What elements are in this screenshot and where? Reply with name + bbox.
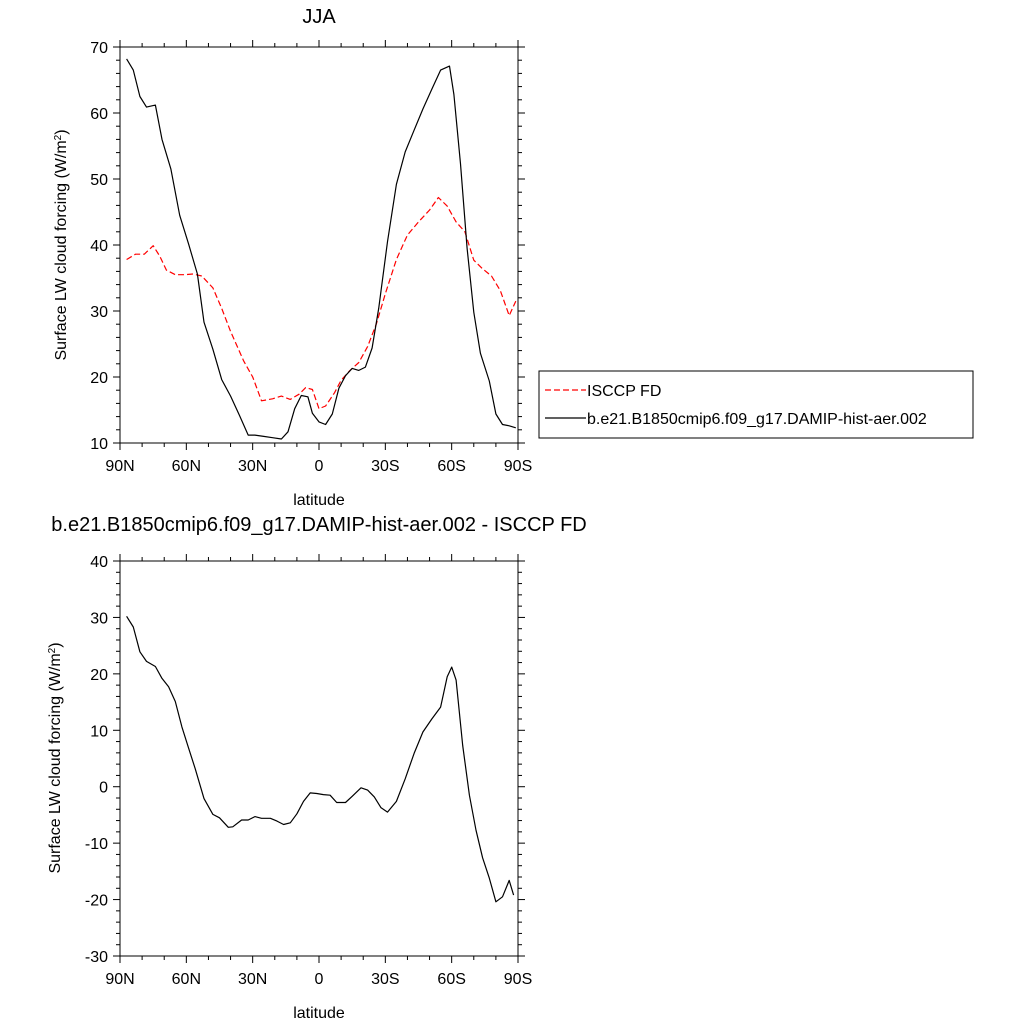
legend-label-model: b.e21.B1850cmip6.f09_g17.DAMIP-hist-aer.…	[587, 411, 927, 428]
bottom-x-tick-label: 60N	[172, 971, 201, 988]
top-y-tick-label: 60	[90, 106, 108, 123]
top-chart-title: JJA	[302, 6, 336, 28]
bottom-y-tick-label: 40	[90, 554, 108, 571]
legend: ISCCP FD b.e21.B1850cmip6.f09_g17.DAMIP-…	[538, 370, 974, 439]
top-x-tick-label: 30S	[371, 458, 399, 475]
bottom-tick-labels: -30 -20 -10 0 10 20 30 40 90N 60N 30N 0 30S 60S 90S	[85, 554, 532, 988]
bottom-x-tick-label: 90S	[504, 971, 532, 988]
bottom-x-tick-label: 30S	[371, 971, 399, 988]
top-x-tick-label: 60N	[172, 458, 201, 475]
top-y-tick-label: 50	[90, 172, 108, 189]
top-x-tick-label: 0	[315, 458, 324, 475]
top-y-tick-label: 30	[90, 304, 108, 321]
bottom-y-tick-label: -10	[85, 836, 108, 853]
top-x-tick-label: 90N	[105, 458, 134, 475]
top-y-tick-label: 10	[90, 436, 108, 453]
bottom-y-tick-label: 10	[90, 723, 108, 740]
bottom-panel: b.e21.B1850cmip6.f09_g17.DAMIP-hist-aer.…	[47, 514, 587, 1022]
bottom-y-axis-label: Surface LW cloud forcing (W/m2)	[47, 642, 65, 873]
bottom-x-tick-label: 0	[315, 971, 324, 988]
top-series-line-model	[126, 58, 516, 440]
legend-label-isccp: ISCCP FD	[587, 383, 661, 400]
bottom-y-axis-label-main: Surface LW cloud forcing (W/m	[47, 653, 64, 873]
bottom-y-tick-label: -30	[85, 949, 108, 966]
top-series-layer	[126, 58, 517, 440]
bottom-y-tick-label: 20	[90, 667, 108, 684]
bottom-y-tick-label: -20	[85, 893, 108, 910]
top-y-axis-label: Surface LW cloud forcing (W/m2)	[53, 129, 71, 360]
top-x-tick-label: 30N	[238, 458, 267, 475]
bottom-y-axis-label-tail: )	[47, 642, 64, 647]
bottom-x-tick-label: 60S	[437, 971, 465, 988]
bottom-x-tick-label: 30N	[238, 971, 267, 988]
top-x-tick-label: 60S	[437, 458, 465, 475]
top-tick-labels: 10 20 30 40 50 60 70 90N 60N 30N 0 30S 60S 90S	[90, 40, 532, 475]
bottom-chart-title: b.e21.B1850cmip6.f09_g17.DAMIP-hist-aer.…	[51, 514, 586, 536]
bottom-plot-frame	[119, 560, 519, 957]
bottom-x-tick-label: 90N	[105, 971, 134, 988]
top-plot-frame	[119, 46, 519, 444]
bottom-axis-ticks	[113, 554, 525, 963]
bottom-y-tick-label: 30	[90, 610, 108, 627]
top-y-axis-label-sup: 2	[53, 134, 64, 140]
top-x-tick-label: 90S	[504, 458, 532, 475]
top-axis-ticks	[113, 40, 525, 450]
top-series-line-isccp	[126, 196, 517, 410]
top-y-tick-label: 20	[90, 370, 108, 387]
top-y-axis-label-tail: )	[53, 129, 70, 134]
top-x-axis-label: latitude	[293, 492, 345, 509]
bottom-series-line-model	[126, 615, 515, 903]
top-y-tick-label: 70	[90, 40, 108, 57]
bottom-y-tick-label: 0	[99, 780, 108, 797]
top-y-axis-label-main: Surface LW cloud forcing (W/m	[53, 140, 70, 360]
bottom-series-layer	[126, 615, 515, 903]
legend-box	[538, 370, 974, 439]
bottom-x-axis-label: latitude	[293, 1005, 345, 1022]
bottom-y-axis-label-sup: 2	[47, 647, 58, 653]
top-panel: JJA 10 20 30 40 50 60 70 90N 60N 30N 0 30S 60S 90S la…	[53, 6, 974, 509]
top-y-tick-label: 40	[90, 238, 108, 255]
